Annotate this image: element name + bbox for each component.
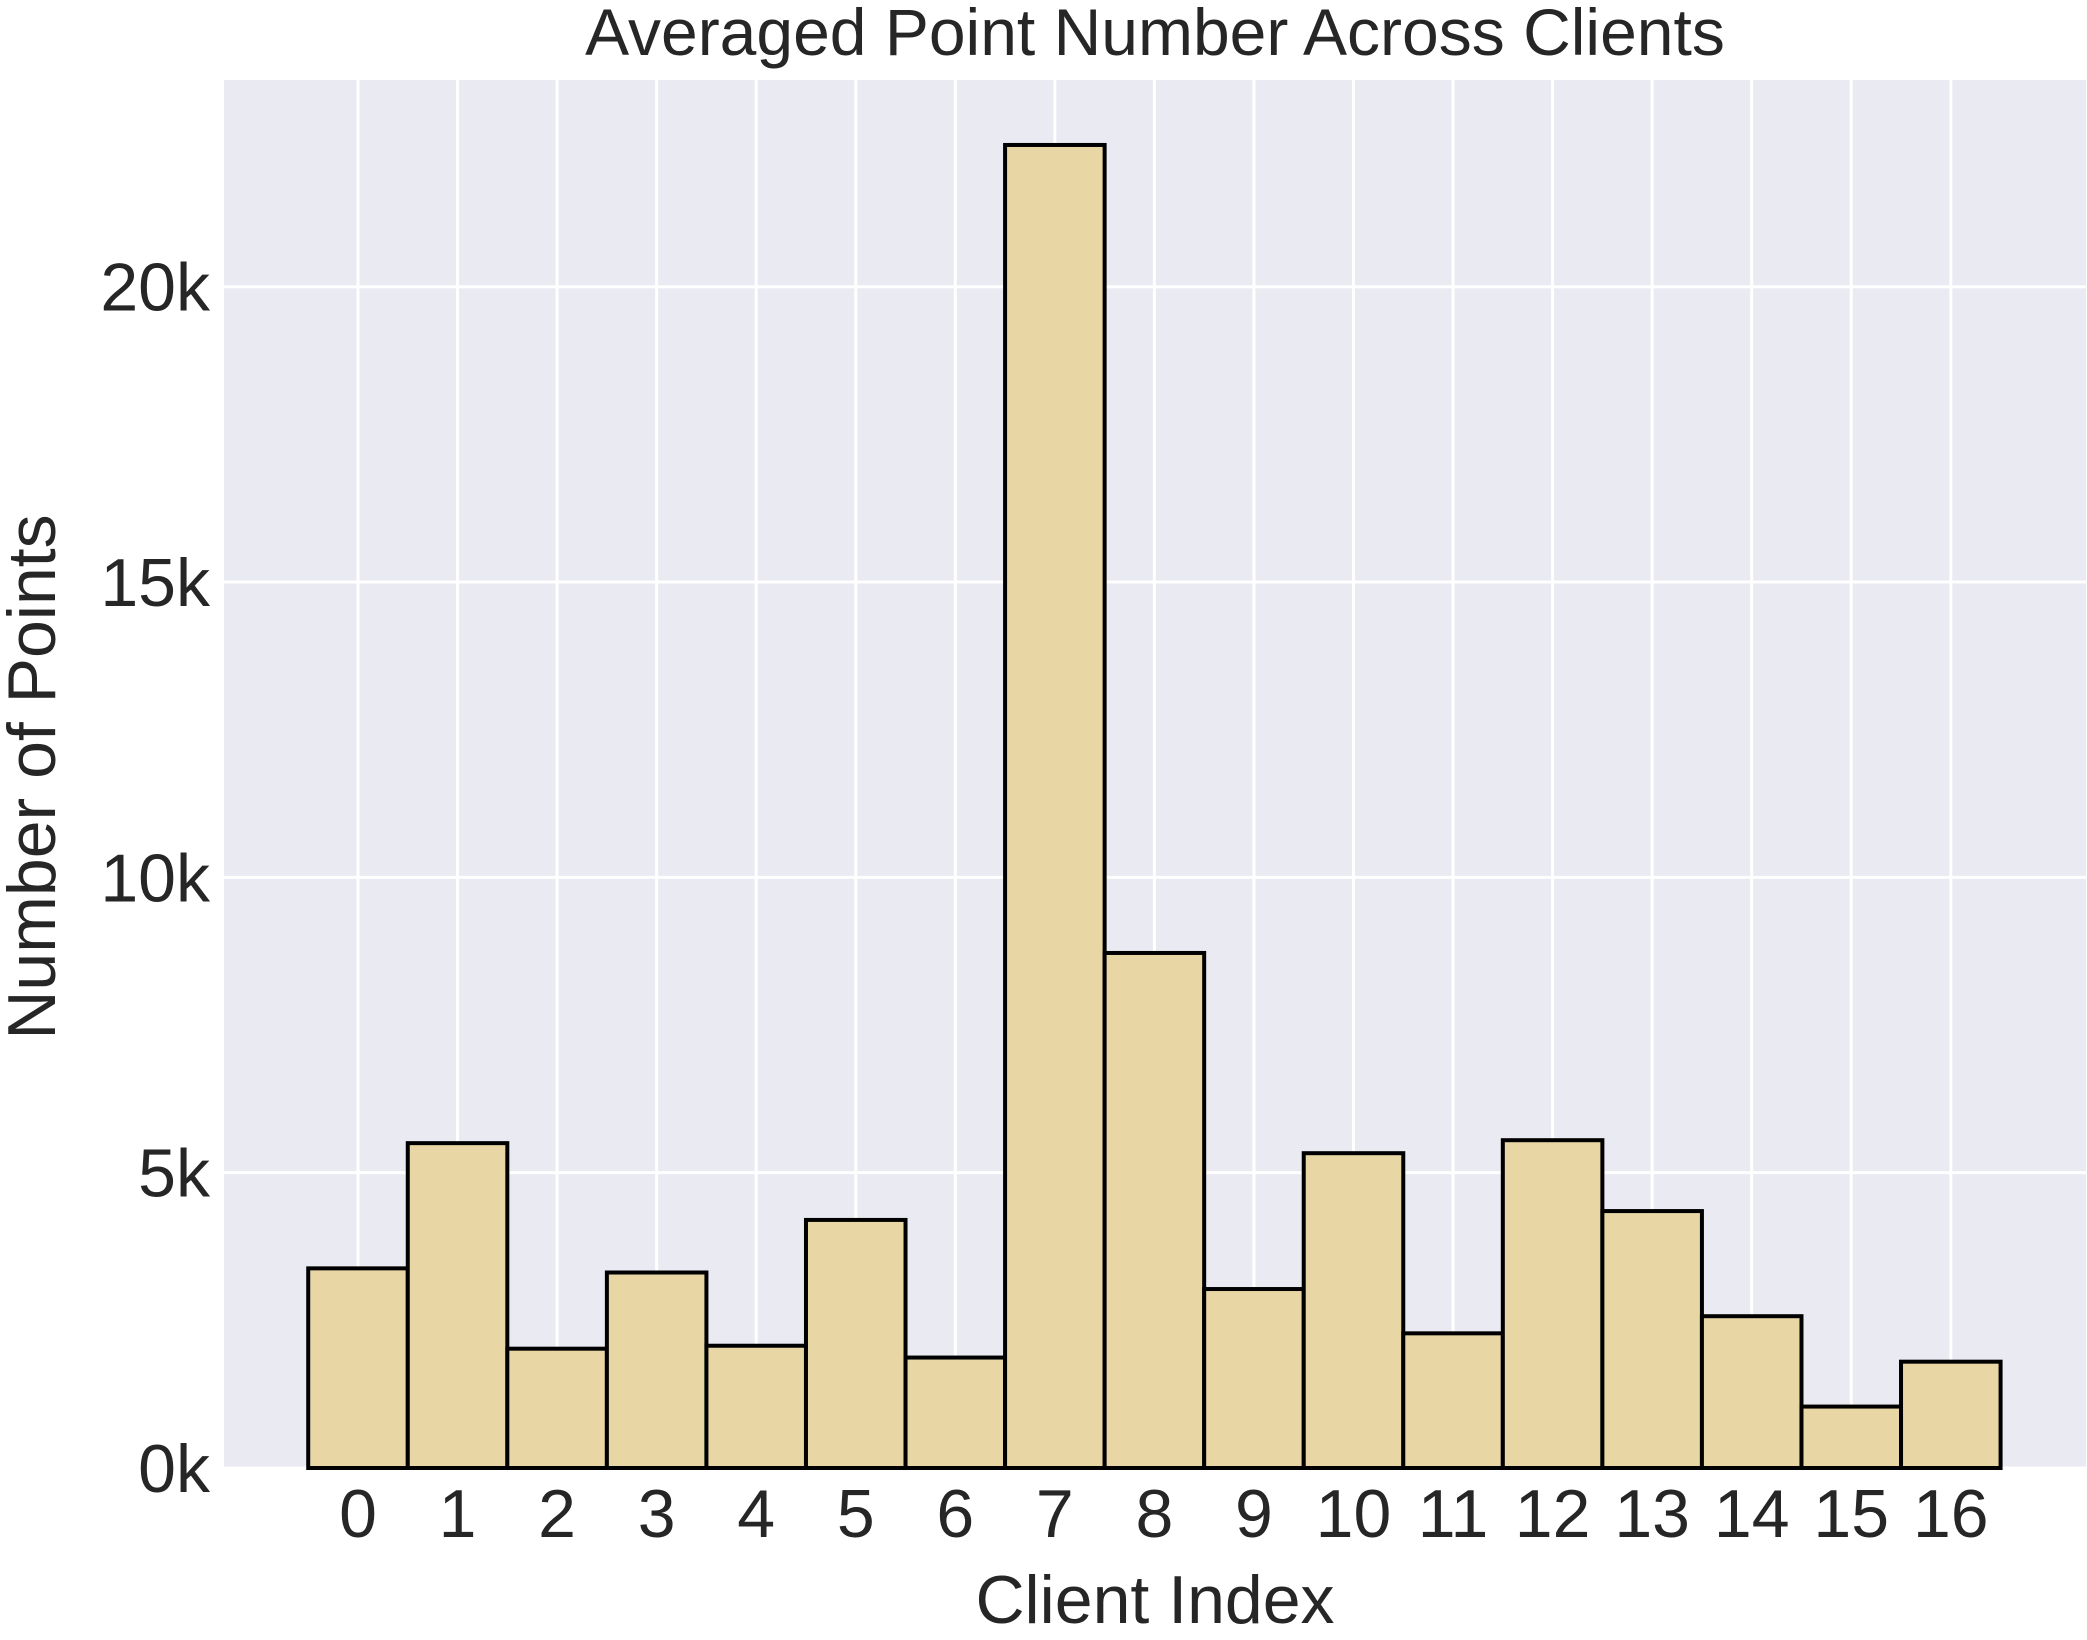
x-tick-label: 4 <box>737 1476 775 1552</box>
x-tick-label: 15 <box>1813 1476 1889 1552</box>
y-tick-labels: 0k 5k 10k 15k 20k <box>100 250 211 1507</box>
bar-client-13 <box>1600 1209 1704 1471</box>
bar-client-15 <box>1799 1404 1904 1470</box>
x-tick-label: 12 <box>1515 1476 1591 1552</box>
bars <box>306 142 2003 1471</box>
bar-client-8 <box>1102 950 1207 1470</box>
bar-client-12 <box>1500 1138 1605 1471</box>
y-tick-label: 5k <box>138 1136 211 1212</box>
x-axis-label: Client Index <box>975 1562 1334 1638</box>
bar-client-2 <box>505 1346 609 1470</box>
x-tick-label: 0 <box>339 1476 377 1552</box>
x-tick-label: 13 <box>1614 1476 1690 1552</box>
y-tick-label: 15k <box>100 545 211 621</box>
x-tick-label: 7 <box>1036 1476 1074 1552</box>
bar-client-0 <box>306 1266 410 1470</box>
bar-client-10 <box>1301 1151 1406 1471</box>
x-tick-label: 8 <box>1135 1476 1173 1552</box>
y-tick-label: 20k <box>100 250 211 326</box>
bar-client-4 <box>704 1343 808 1471</box>
x-tick-label: 5 <box>837 1476 875 1552</box>
y-axis-label: Number of Points <box>0 514 70 1039</box>
bar-client-16 <box>1899 1359 2003 1470</box>
x-tick-label: 16 <box>1913 1476 1989 1552</box>
x-tick-label: 10 <box>1316 1476 1392 1552</box>
x-tick-label: 11 <box>1418 1476 1489 1552</box>
x-tick-label: 9 <box>1235 1476 1273 1552</box>
bar-client-14 <box>1699 1314 1804 1470</box>
x-tick-label: 1 <box>439 1476 477 1552</box>
bar-client-9 <box>1202 1287 1306 1471</box>
bar-client-6 <box>903 1355 1008 1471</box>
x-tick-label: 2 <box>538 1476 576 1552</box>
bar-client-11 <box>1401 1331 1505 1470</box>
chart-title: Averaged Point Number Across Clients <box>585 0 1725 69</box>
x-tick-labels: 0 1 2 3 4 5 6 7 8 9 10 11 12 13 14 15 16 <box>339 1476 1989 1552</box>
bar-client-7 <box>1003 142 1107 1470</box>
x-tick-label: 14 <box>1714 1476 1790 1552</box>
bar-client-3 <box>604 1270 709 1471</box>
y-tick-label: 0k <box>138 1431 211 1507</box>
x-tick-label: 3 <box>638 1476 676 1552</box>
y-tick-label: 10k <box>100 840 211 916</box>
x-tick-label: 6 <box>936 1476 974 1552</box>
bar-client-5 <box>803 1217 908 1470</box>
bar-client-1 <box>405 1141 510 1470</box>
